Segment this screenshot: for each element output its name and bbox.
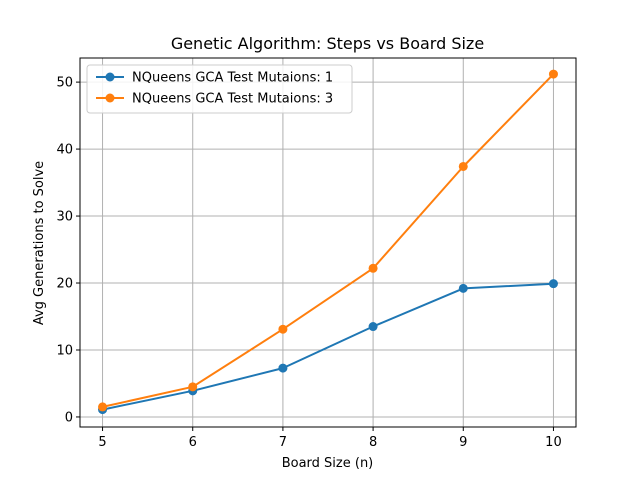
x-tick-label: 5 xyxy=(98,435,106,450)
x-tick-label: 9 xyxy=(459,435,467,450)
y-tick-label: 30 xyxy=(56,210,73,225)
y-axis-label: Avg Generations to Solve xyxy=(32,161,47,325)
y-tick-label: 0 xyxy=(65,410,73,425)
series-2-point xyxy=(278,324,288,334)
series-1-line xyxy=(102,282,554,411)
x-tick-label: 7 xyxy=(279,435,287,450)
legend-label: NQueens GCA Test Mutaions: 1 xyxy=(132,71,333,86)
legend: NQueens GCA Test Mutaions: 1 NQueens GCA … xyxy=(86,64,353,114)
chart-title: Genetic Algorithm: Steps vs Board Size xyxy=(171,34,484,53)
series-1-point xyxy=(458,283,468,293)
y-tick-label: 40 xyxy=(56,143,73,158)
legend-marker xyxy=(105,93,115,103)
plot-frame xyxy=(79,57,577,428)
series-2-point xyxy=(458,161,468,171)
series-layer xyxy=(98,69,558,415)
legend-marker xyxy=(105,72,115,82)
legend-item-1: NQueens GCA Test Mutaions: 1 xyxy=(96,71,333,86)
x-tick-label: 6 xyxy=(189,435,197,450)
y-tick-label: 50 xyxy=(56,76,73,91)
series-2 xyxy=(98,69,558,412)
series-2-line xyxy=(102,73,555,408)
series-1-point xyxy=(548,279,558,289)
legend-box xyxy=(86,64,353,114)
series-2-point xyxy=(368,263,378,273)
grid xyxy=(80,58,576,427)
x-axis-label: Board Size (n) xyxy=(282,456,374,471)
x-tick-label: 8 xyxy=(369,435,377,450)
series-2-point xyxy=(188,382,198,392)
ticks: 5 6 7 8 9 10 0 10 20 30 40 50 xyxy=(56,76,561,450)
series-1-point xyxy=(278,363,288,373)
series-2-point xyxy=(548,69,558,79)
legend-item-2: NQueens GCA Test Mutaions: 3 xyxy=(96,92,333,107)
y-tick-label: 10 xyxy=(56,343,73,358)
series-2-point xyxy=(98,402,108,412)
legend-label: NQueens GCA Test Mutaions: 3 xyxy=(132,92,333,107)
x-tick-label: 10 xyxy=(545,435,562,450)
series-1-point xyxy=(368,322,378,332)
y-tick-label: 20 xyxy=(56,277,73,292)
